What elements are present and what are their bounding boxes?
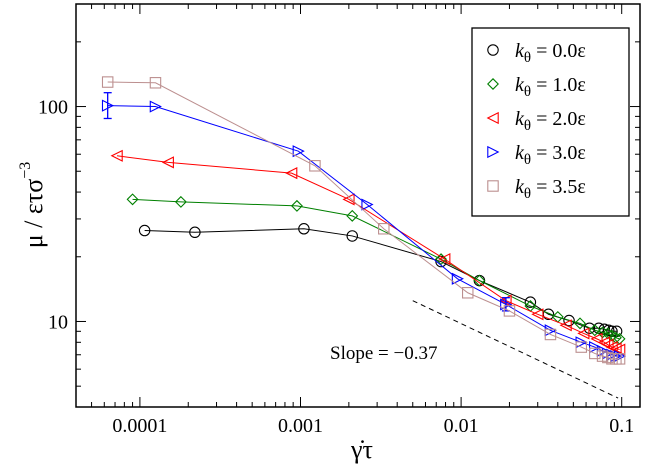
data-point bbox=[563, 314, 575, 327]
legend-label: kθ = 3.0ε bbox=[515, 142, 586, 168]
data-point bbox=[438, 253, 451, 266]
data-point bbox=[544, 328, 557, 341]
data-point bbox=[346, 209, 359, 222]
data-point bbox=[435, 253, 448, 266]
series-1 bbox=[126, 193, 626, 345]
y-axis-title-base: μ / ετσ bbox=[19, 179, 48, 249]
data-point bbox=[613, 343, 626, 356]
data-point bbox=[473, 274, 486, 287]
legend-marker bbox=[487, 44, 499, 56]
data-point bbox=[101, 99, 115, 112]
data-point bbox=[602, 351, 614, 364]
slope-annotation: Slope = −0.37 bbox=[330, 343, 437, 364]
legend-entry-1: kθ = 1.0ε bbox=[487, 74, 586, 100]
y-tick-label: 100 bbox=[38, 97, 68, 119]
legend-entry-3: kθ = 3.0ε bbox=[487, 142, 586, 168]
y-tick-label: 10 bbox=[48, 311, 68, 333]
data-point bbox=[285, 167, 298, 180]
data-point bbox=[613, 353, 626, 365]
series-line bbox=[116, 155, 620, 351]
legend-marker bbox=[486, 111, 499, 125]
data-point bbox=[597, 336, 611, 349]
data-point bbox=[126, 193, 139, 206]
data-point bbox=[503, 305, 516, 317]
data-point bbox=[588, 324, 601, 337]
data-point bbox=[161, 156, 174, 169]
data-point bbox=[189, 226, 201, 239]
data-point bbox=[361, 198, 374, 211]
data-point bbox=[577, 327, 590, 340]
x-tick-label: 0.001 bbox=[278, 415, 323, 437]
data-point bbox=[101, 76, 114, 88]
legend-label: kθ = 2.0ε bbox=[515, 108, 586, 134]
plot-frame bbox=[75, 3, 641, 408]
slope-reference-line bbox=[412, 300, 619, 399]
data-point bbox=[500, 298, 513, 311]
data-point bbox=[149, 77, 162, 89]
x-tick-label: 0.01 bbox=[444, 415, 479, 437]
data-point bbox=[574, 317, 586, 330]
data-point bbox=[462, 287, 474, 299]
axis-ticks: 0.0001 0.001 0.01 0.1 10 100 bbox=[38, 3, 640, 437]
legend-entry-2: kθ = 2.0ε bbox=[486, 108, 586, 134]
y-axis-title-exponent: −3 bbox=[17, 162, 34, 179]
data-point bbox=[138, 224, 151, 237]
data-point bbox=[298, 223, 310, 235]
data-point bbox=[292, 145, 305, 158]
data-point bbox=[605, 340, 618, 354]
data-layer bbox=[101, 76, 627, 399]
legend-marker bbox=[487, 145, 500, 159]
legend: kθ = 0.0ε kθ = 1.0ε kθ = 2.0ε kθ = 3.0ε kθ =… bbox=[471, 27, 630, 217]
data-point bbox=[575, 341, 588, 353]
data-point bbox=[309, 160, 321, 172]
x-axis-title: γ̇τ bbox=[350, 435, 373, 464]
data-point bbox=[606, 329, 618, 342]
data-point bbox=[290, 199, 303, 212]
series-line bbox=[107, 81, 620, 360]
legend-entry-0: kθ = 0.0ε bbox=[487, 40, 586, 66]
data-point bbox=[590, 332, 603, 345]
legend-label: kθ = 0.0ε bbox=[515, 40, 586, 66]
series-line bbox=[132, 198, 620, 340]
data-point bbox=[378, 223, 390, 235]
data-point bbox=[451, 272, 464, 285]
legend-entry-4: kθ = 3.5ε bbox=[487, 176, 586, 202]
data-point bbox=[149, 100, 162, 113]
x-tick-label: 0.0001 bbox=[112, 415, 167, 437]
series-4 bbox=[101, 76, 626, 365]
data-point bbox=[589, 340, 602, 354]
y-axis-title: μ / ετσ−3 bbox=[17, 162, 48, 249]
data-point bbox=[110, 149, 123, 162]
data-point bbox=[589, 347, 601, 360]
data-point bbox=[524, 296, 537, 308]
data-point bbox=[583, 322, 596, 334]
data-point bbox=[531, 308, 544, 321]
legend-label: kθ = 1.0ε bbox=[515, 74, 586, 100]
data-point bbox=[559, 319, 572, 332]
legend-marker bbox=[487, 78, 499, 90]
data-point bbox=[346, 230, 359, 242]
x-tick-label: 0.1 bbox=[609, 415, 634, 437]
legend-marker bbox=[487, 180, 499, 192]
y-axis-title-group: μ / ετσ−3 bbox=[17, 162, 48, 249]
data-point bbox=[174, 195, 187, 208]
legend-label: kθ = 3.5ε bbox=[515, 176, 586, 202]
